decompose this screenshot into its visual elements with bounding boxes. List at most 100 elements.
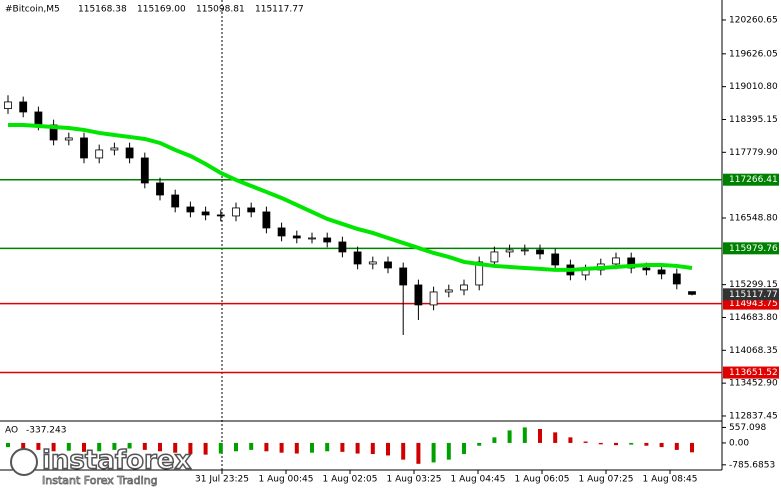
ao-bar	[401, 442, 406, 460]
candle-body	[19, 101, 28, 113]
ao-bar	[66, 442, 71, 451]
ao-bar	[234, 442, 238, 452]
ao-bar	[82, 442, 86, 452]
ao-bar	[598, 442, 603, 445]
candle-body	[125, 147, 134, 159]
ao-bar	[690, 442, 694, 453]
ao-bar	[446, 442, 451, 460]
ao-bar	[355, 442, 360, 454]
ao-bar	[370, 442, 375, 455]
ao-bar	[538, 429, 542, 443]
level-label-box	[723, 366, 779, 379]
indicator-value: -337.243	[26, 426, 66, 436]
y-tick-label: 114683.80	[729, 313, 778, 323]
y-tick-label: 119626.05	[729, 49, 778, 59]
candle-body	[140, 157, 149, 184]
y-tick-label: 119010.80	[729, 82, 778, 92]
ao-bar	[659, 442, 664, 448]
candle-body	[672, 273, 681, 285]
candle-body	[95, 149, 104, 159]
x-tick-label: 1 Aug 03:25	[387, 475, 442, 485]
ao-bar	[553, 432, 558, 443]
candle-body	[520, 249, 529, 252]
header-close: 115117.77	[255, 5, 304, 15]
ao-bar	[127, 442, 132, 449]
current-price-box	[723, 288, 779, 301]
level-label: 114943.75	[729, 299, 778, 309]
ao-bar	[386, 442, 390, 456]
ao-bar	[142, 442, 147, 450]
candle-body	[277, 227, 286, 237]
candle-body	[171, 194, 180, 208]
ao-bar	[264, 442, 269, 452]
header-title: #Bitcoin,M5	[5, 5, 60, 15]
ao-bar	[36, 442, 41, 450]
ao-bar	[325, 442, 330, 452]
level-label-box	[723, 242, 779, 255]
candle-body	[368, 261, 377, 265]
candle-body	[429, 291, 438, 306]
header-low: 115098.81	[196, 5, 245, 15]
ao-bar	[97, 442, 102, 452]
x-tick-label: 1 Aug 07:25	[579, 475, 634, 485]
level-label: 115979.76	[729, 244, 778, 254]
candle-body	[475, 261, 484, 286]
candle-body	[612, 257, 620, 265]
candle-body	[323, 237, 332, 243]
candle-body	[216, 214, 225, 217]
x-tick-label: 1 Aug 06:05	[515, 475, 570, 485]
ao-bar	[310, 442, 314, 453]
ao-bar	[279, 442, 284, 453]
y-tick-label: 120260.65	[729, 15, 778, 25]
x-tick-label: 1 Aug 08:45	[643, 475, 698, 485]
candle-body	[657, 269, 666, 275]
candle-body	[399, 267, 408, 286]
ao-bar	[644, 442, 649, 446]
y-tick-label: 113452.90	[729, 379, 778, 389]
ao-bar	[112, 442, 117, 450]
ao-bar	[431, 442, 436, 463]
level-label-box	[723, 297, 779, 310]
logo-tagline: Instant Forex Trading	[42, 474, 158, 487]
candle-body	[627, 257, 636, 269]
ao-bar	[188, 442, 193, 455]
candle-body	[505, 249, 514, 253]
ao-bar	[21, 442, 26, 449]
x-tick-label: 1 Aug 00:45	[259, 475, 314, 485]
ao-bar	[218, 442, 223, 454]
indicator-name: AO	[5, 426, 18, 436]
ao-bar	[51, 442, 56, 452]
candle-body	[490, 251, 499, 263]
x-tick-label: 31 Jul 23:25	[195, 475, 249, 485]
candle-body	[414, 284, 423, 306]
y-tick-label: 112837.45	[729, 411, 778, 421]
ao-bar	[477, 442, 482, 446]
ao-bar	[416, 442, 421, 464]
ao-bar	[522, 427, 527, 443]
y-tick-label: 114068.35	[729, 346, 778, 356]
ao-bar	[507, 430, 512, 443]
candle-body	[34, 111, 43, 126]
header: #Bitcoin,M5 115168.38 115169.00 115098.8…	[5, 5, 304, 15]
ao-bar	[583, 441, 588, 443]
candle-body	[64, 137, 73, 141]
ao-bar	[203, 442, 208, 455]
candle-body	[292, 235, 301, 239]
candle-body	[444, 289, 453, 293]
candle-body	[384, 261, 392, 269]
ao-bar	[6, 442, 10, 448]
logo-icon	[10, 448, 38, 476]
candle-body	[4, 101, 12, 109]
candle-body	[156, 182, 164, 196]
level-label: 117266.41	[729, 175, 778, 185]
logo: instaforex Instant Forex Trading	[10, 445, 192, 487]
y-tick-label: 117779.90	[729, 148, 778, 158]
candle-body	[353, 251, 362, 265]
candle-body	[460, 284, 468, 291]
candle-body	[308, 237, 316, 240]
candle-body	[247, 207, 256, 213]
x-tick-label: 1 Aug 02:05	[323, 475, 378, 485]
y-tick-label: 116548.80	[729, 213, 778, 223]
logo-name: instaforex	[42, 446, 192, 476]
